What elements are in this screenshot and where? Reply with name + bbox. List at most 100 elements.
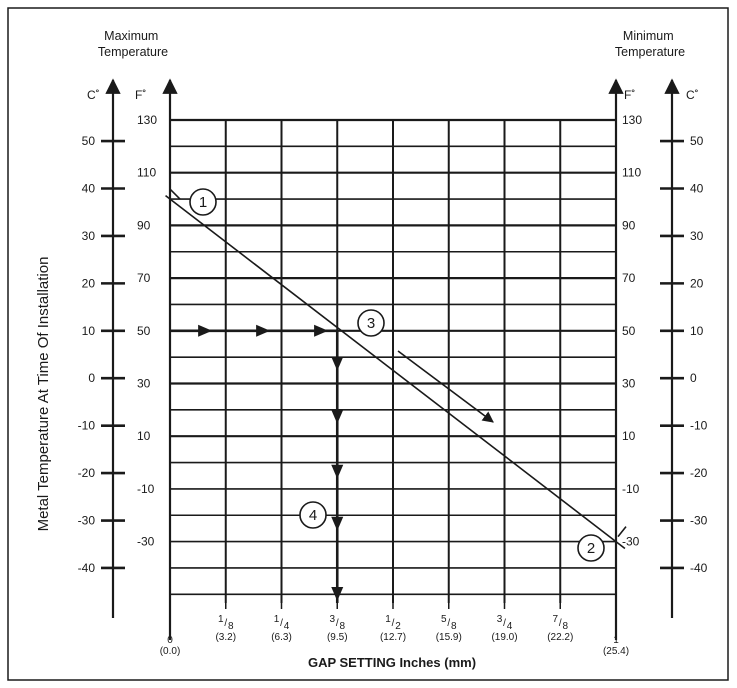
f-tick-label-left: -10 bbox=[137, 482, 155, 496]
callouts: 1 2 3 4 bbox=[189, 188, 605, 562]
x-fraction-slash: / bbox=[224, 618, 227, 629]
x-fraction-num: 3 bbox=[329, 614, 335, 625]
x-mm-label: (22.2) bbox=[547, 632, 573, 643]
x-fraction-num: 3 bbox=[497, 614, 503, 625]
f-tick-label-left: 10 bbox=[137, 429, 151, 443]
c-tick-label-right: -30 bbox=[690, 514, 708, 528]
example-arrow-right bbox=[314, 324, 329, 337]
x-labels: 0(0.0)1/8(3.2)1/4(6.3)3/8(9.5)1/2(12.7)5… bbox=[160, 614, 629, 657]
c-tick-label-right: 40 bbox=[690, 182, 704, 196]
c-tick-label-right: 10 bbox=[690, 324, 704, 338]
f-tick-label-right: 90 bbox=[622, 218, 636, 232]
tick-marks bbox=[101, 139, 684, 609]
f-tick-label-right: -30 bbox=[622, 535, 640, 549]
line-end-tick-end bbox=[617, 526, 627, 538]
example-arrow-right bbox=[256, 324, 271, 337]
callout-circle bbox=[189, 188, 217, 216]
c-tick-label-left: 30 bbox=[82, 229, 96, 243]
x-fraction-den: 4 bbox=[284, 621, 290, 632]
f-tick-label-right: 110 bbox=[622, 166, 641, 180]
x-fraction-slash: / bbox=[392, 618, 395, 629]
x-mm-label: (12.7) bbox=[380, 632, 406, 643]
callout-2: 2 bbox=[577, 534, 605, 562]
x-fraction-num: 1 bbox=[385, 614, 391, 625]
f-tick-label-left: 30 bbox=[137, 377, 151, 391]
unit-f-right: F˚ bbox=[624, 88, 635, 102]
callout-number: 1 bbox=[199, 194, 207, 211]
callout-number: 4 bbox=[309, 507, 317, 524]
y-axis-title: Metal Temperature At Time Of Installatio… bbox=[35, 257, 52, 532]
f-tick-label-right: 50 bbox=[622, 324, 636, 338]
axes bbox=[105, 78, 680, 640]
callout-number: 3 bbox=[367, 315, 375, 332]
x-fraction-num: 5 bbox=[441, 614, 447, 625]
f-tick-label-right: 10 bbox=[622, 429, 636, 443]
f-tick-label-left: 50 bbox=[137, 324, 151, 338]
right-header: Minimum Temperature bbox=[615, 29, 685, 59]
callout-4: 4 bbox=[299, 501, 327, 529]
frame bbox=[7, 7, 729, 681]
line-end-tick-start bbox=[169, 188, 181, 200]
x-fraction-slash: / bbox=[503, 618, 506, 629]
example-arrow-down bbox=[331, 516, 344, 531]
callout-number: 2 bbox=[587, 540, 595, 557]
example-arrow-down bbox=[331, 356, 344, 371]
f-tick-label-left: 130 bbox=[137, 113, 157, 127]
unit-c-left: C˚ bbox=[87, 88, 100, 102]
f-tick-label-left: 110 bbox=[137, 166, 156, 180]
c-tick-label-left: -30 bbox=[78, 514, 96, 528]
c-tick-label-left: -40 bbox=[78, 561, 96, 575]
x-fraction-num: 1 bbox=[218, 614, 224, 625]
direction-arrow bbox=[397, 350, 494, 423]
c-tick-label-right: -10 bbox=[690, 419, 708, 433]
f-tick-label-left: 70 bbox=[137, 271, 151, 285]
grid bbox=[170, 118, 616, 603]
c-labels-right: 50 40 30 20 10 0 -10 -20 -30 -40 bbox=[690, 134, 708, 575]
x-fraction-num: 7 bbox=[552, 614, 558, 625]
example-arrow-right bbox=[198, 324, 213, 337]
x-inch-label: 1 bbox=[613, 635, 619, 646]
x-mm-label: (3.2) bbox=[215, 632, 236, 643]
c-tick-label-left: 10 bbox=[82, 324, 96, 338]
f-tick-label-right: 70 bbox=[622, 271, 636, 285]
f-tick-label-right: -10 bbox=[622, 482, 640, 496]
f-labels-left: 130 110 90 70 50 30 10 -10 -30 bbox=[137, 113, 157, 549]
x-fraction-slash: / bbox=[336, 618, 339, 629]
f-tick-label-right: 30 bbox=[622, 377, 636, 391]
x-fraction-den: 8 bbox=[339, 621, 345, 632]
x-tick-label: 1/8(3.2) bbox=[215, 614, 236, 643]
x-inch-label: 0 bbox=[167, 635, 173, 646]
x-tick-label: 1/4(6.3) bbox=[271, 614, 292, 643]
c-tick-label-right: 50 bbox=[690, 134, 704, 148]
x-fraction-slash: / bbox=[280, 618, 283, 629]
example-arrow-down bbox=[331, 464, 344, 479]
c-tick-label-right: 30 bbox=[690, 229, 704, 243]
callout-circle bbox=[357, 309, 385, 337]
callout-circle bbox=[299, 501, 327, 529]
f-labels-right: 130 110 90 70 50 30 10 -10 -30 bbox=[622, 113, 642, 549]
x-fraction-den: 8 bbox=[451, 621, 457, 632]
callout-1: 1 bbox=[189, 188, 217, 216]
x-fraction-den: 8 bbox=[228, 621, 234, 632]
x-tick-label: 0(0.0) bbox=[160, 635, 181, 657]
c-tick-label-left: 20 bbox=[82, 276, 96, 290]
callout-circle bbox=[577, 534, 605, 562]
f-tick-label-left: -30 bbox=[137, 535, 155, 549]
c-tick-label-left: -20 bbox=[78, 466, 96, 480]
c-tick-label-right: -40 bbox=[690, 561, 708, 575]
c-tick-label-left: 50 bbox=[82, 134, 96, 148]
f-tick-label-right: 130 bbox=[622, 113, 642, 127]
x-fraction-den: 4 bbox=[507, 621, 513, 632]
series-line bbox=[165, 194, 626, 550]
x-fraction-slash: / bbox=[559, 618, 562, 629]
left-header: Maximum Temperature bbox=[98, 29, 168, 59]
c-tick-label-left: -10 bbox=[78, 419, 96, 433]
x-mm-label: (0.0) bbox=[160, 646, 181, 657]
x-tick-label: 3/4(19.0) bbox=[491, 614, 517, 643]
callout-3: 3 bbox=[357, 309, 385, 337]
x-tick-label: 3/8(9.5) bbox=[327, 614, 348, 643]
f-tick-label-left: 90 bbox=[137, 218, 151, 232]
c-tick-label-left: 0 bbox=[88, 371, 95, 385]
x-fraction-den: 8 bbox=[562, 621, 568, 632]
